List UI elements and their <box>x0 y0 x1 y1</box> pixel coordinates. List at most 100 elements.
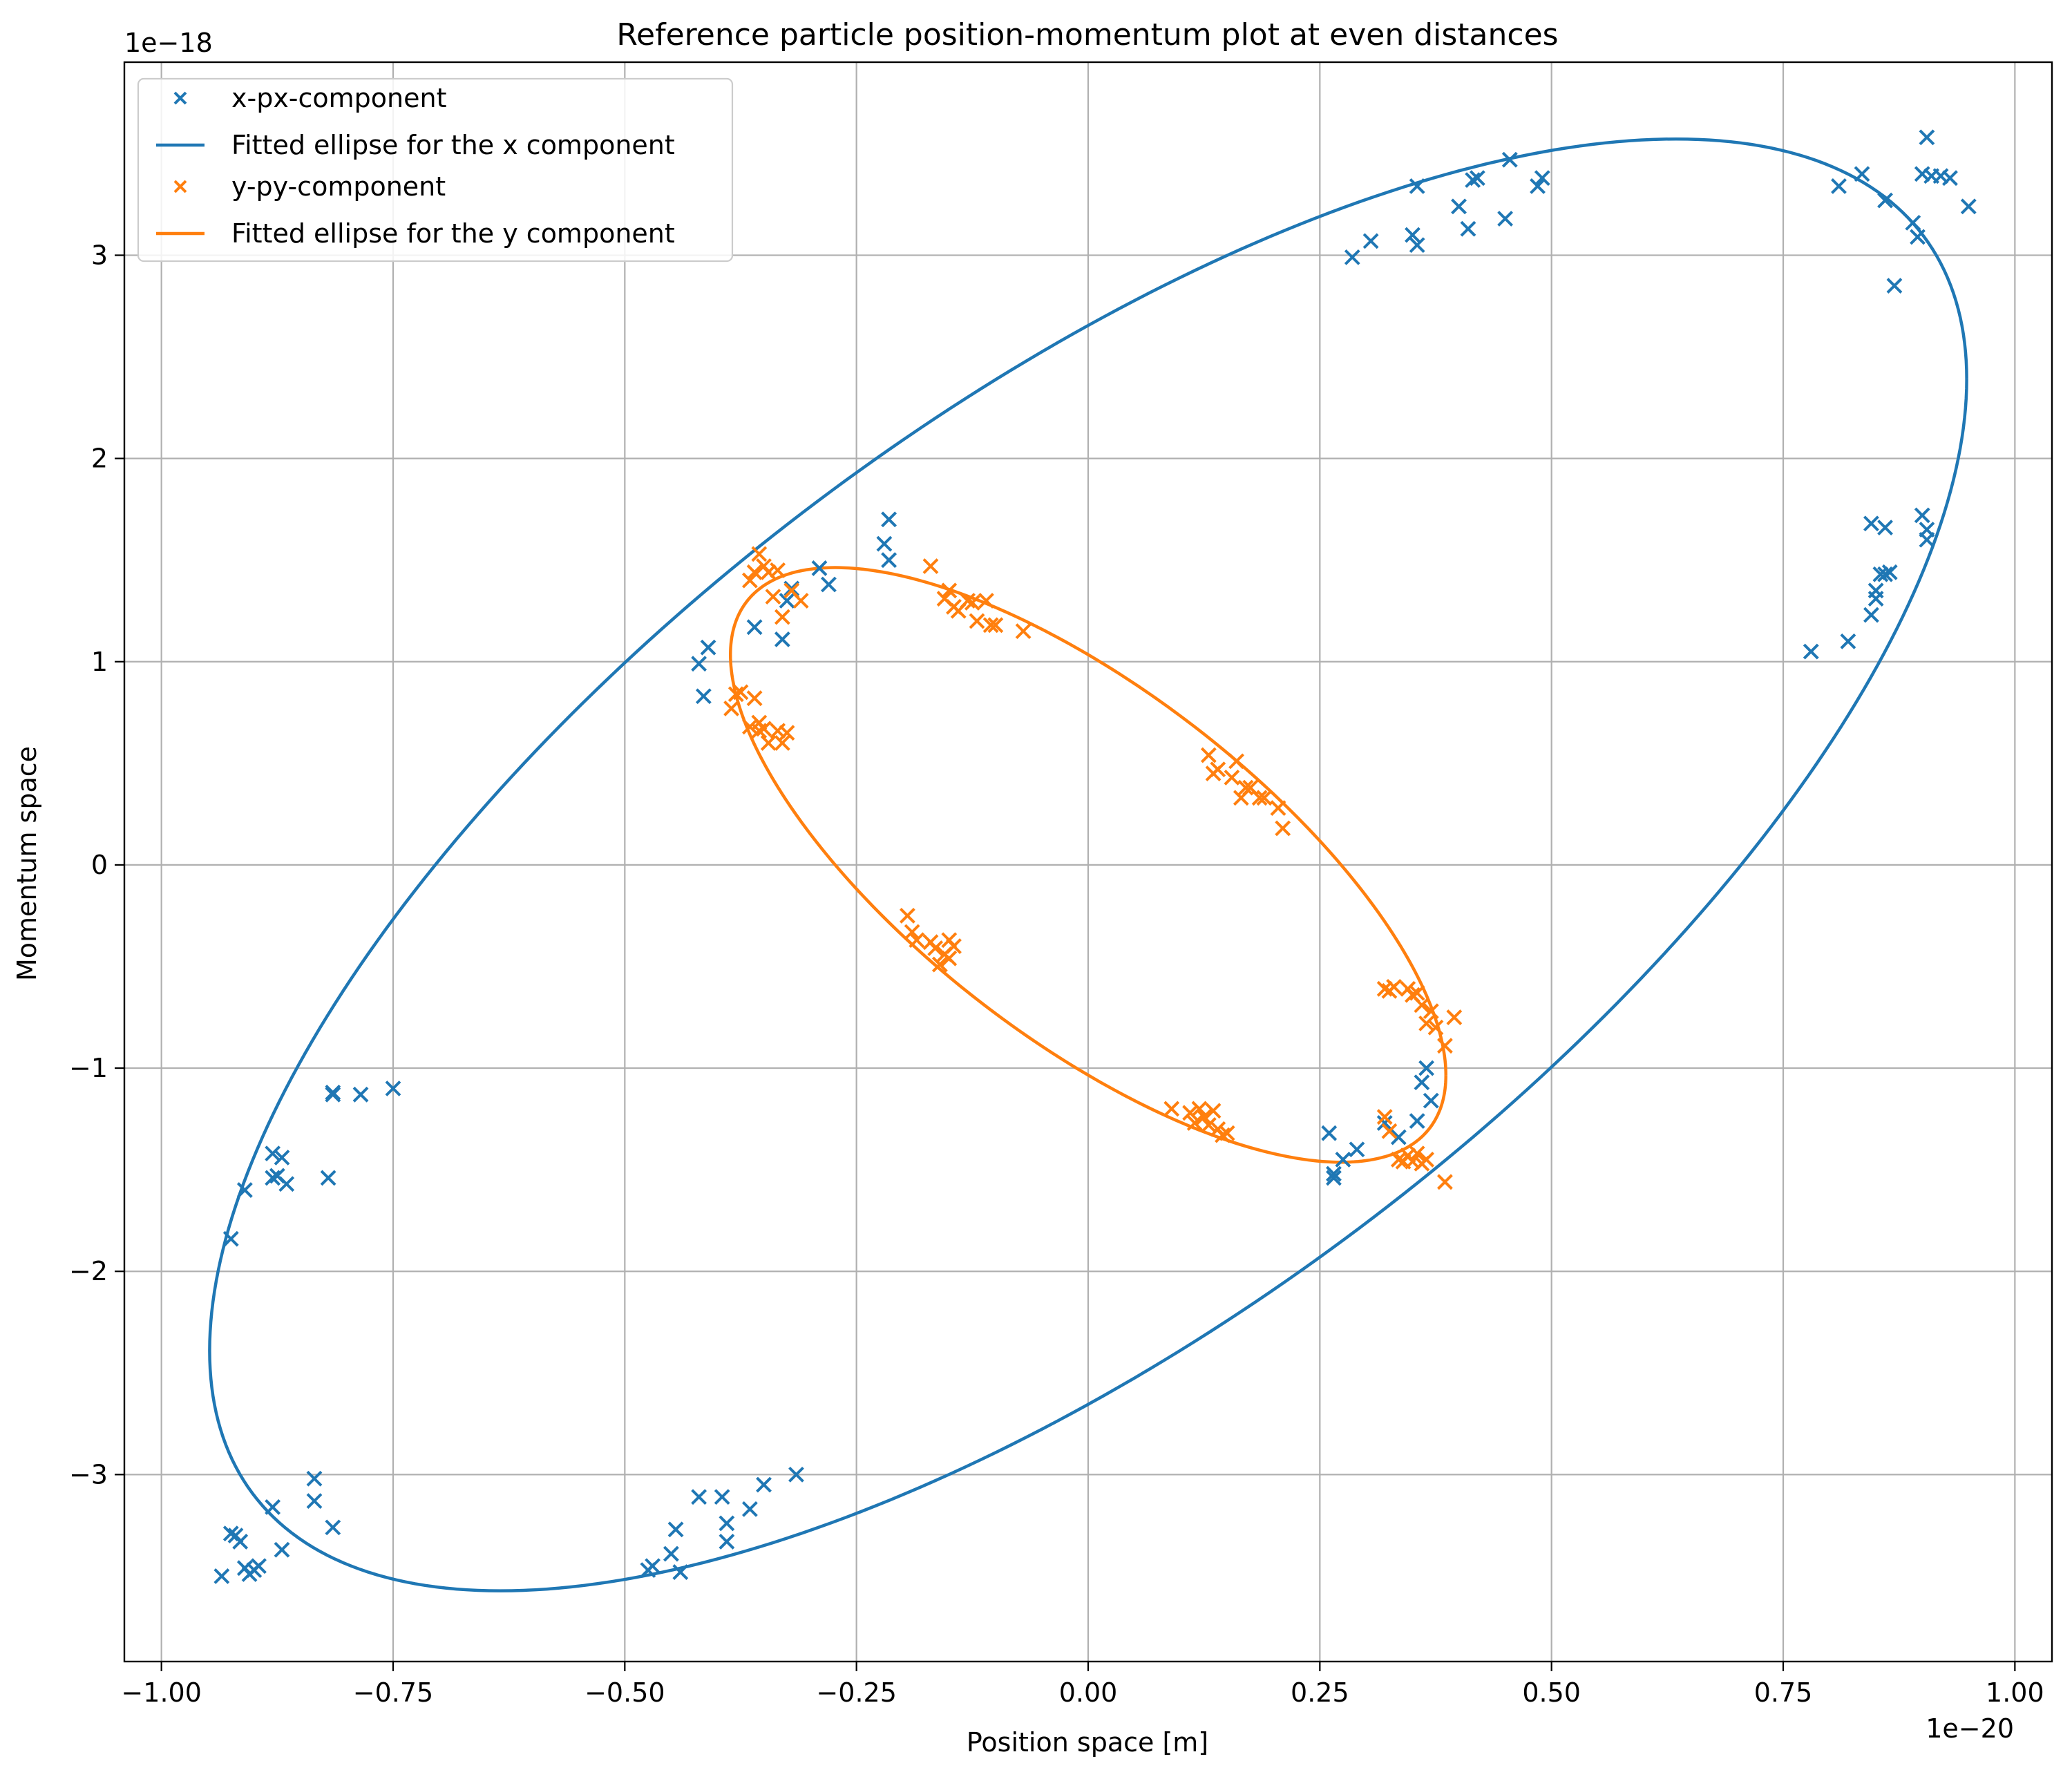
x-px-point <box>1534 170 1550 187</box>
x-px-point <box>1863 607 1879 623</box>
fitted-ellipse-y <box>728 566 1448 1164</box>
legend-marker-x-scatter <box>173 91 187 105</box>
y-py-point <box>770 562 786 578</box>
x-px-point <box>265 1145 281 1162</box>
x-px-point <box>774 631 790 647</box>
y-py-point <box>931 956 948 973</box>
y-py-point <box>904 924 920 940</box>
y-py-point <box>900 908 915 924</box>
x-px-point <box>1376 1115 1393 1131</box>
y-py-point <box>751 714 768 731</box>
y-py-point <box>760 735 777 751</box>
y-py-point <box>760 564 777 580</box>
x-px-point <box>1390 1129 1407 1145</box>
x-px-point <box>265 1499 281 1515</box>
legend-label-x-scatter: x-px-component <box>231 83 447 113</box>
x-px-point <box>213 1568 230 1584</box>
x-px-point <box>1914 166 1930 182</box>
x-px-point <box>1362 233 1379 249</box>
y-tick-label: −3 <box>69 1459 108 1490</box>
legend-label-y-ellipse: Fitted ellipse for the y component <box>231 218 675 249</box>
x-px-point <box>1910 229 1926 245</box>
x-px-point <box>1409 237 1425 254</box>
y-py-point <box>1390 1152 1407 1168</box>
x-px-point <box>1919 522 1935 537</box>
fitted-ellipse-x <box>208 137 1968 1592</box>
y-py-point <box>1437 1038 1453 1054</box>
x-px-point <box>821 576 837 593</box>
y-py-point <box>1205 1103 1222 1119</box>
y-py-point <box>1182 1105 1198 1121</box>
legend: x-px-component Fitted ellipse for the x … <box>137 77 734 263</box>
y-py-point <box>1409 1145 1425 1162</box>
y-py-point <box>1215 1127 1230 1143</box>
x-px-point <box>663 1545 679 1562</box>
x-px-point <box>1840 633 1856 649</box>
y-py-point <box>1376 1109 1393 1125</box>
x-px-point <box>278 1176 295 1192</box>
x-px-point <box>306 1470 323 1487</box>
y-py-point <box>1251 790 1268 806</box>
y-py-point <box>774 609 790 625</box>
y-py-point <box>732 684 749 701</box>
x-px-point <box>1863 515 1879 532</box>
x-px-point <box>1460 220 1476 237</box>
y-py-point <box>1418 1015 1435 1031</box>
y-py-point <box>765 589 781 605</box>
x-px-point <box>691 1489 707 1505</box>
x-px-point <box>1414 1074 1430 1091</box>
y-py-point <box>746 690 763 707</box>
y-py-point <box>1409 984 1425 1001</box>
y-axis-offset-label: 1e−18 <box>124 28 213 58</box>
x-px-point <box>236 1182 253 1198</box>
x-px-point <box>1349 1141 1365 1158</box>
x-px-point <box>788 1466 804 1483</box>
x-px-point <box>306 1493 323 1510</box>
y-py-point <box>1437 1174 1453 1190</box>
legend-box <box>137 77 734 263</box>
x-px-point <box>1321 1125 1338 1141</box>
x-tick-label: 0.50 <box>1522 1677 1581 1708</box>
x-axis-offset-label: 1e−20 <box>1926 1713 2014 1744</box>
y-tick-label: 2 <box>91 444 108 474</box>
y-py-point <box>751 546 768 562</box>
x-tick-label: 1.00 <box>1986 1677 2044 1708</box>
y-py-point <box>1256 790 1273 806</box>
y-py-point <box>741 719 758 735</box>
y-py-point <box>779 725 795 741</box>
chart-title: Reference particle position-momentum plo… <box>616 17 1558 53</box>
y-py-point <box>969 613 985 629</box>
x-px-point <box>265 1170 281 1186</box>
x-px-point <box>1905 214 1921 231</box>
x-px-point <box>1423 1092 1439 1109</box>
plot-area <box>208 129 1977 1592</box>
x-px-point <box>1942 170 1958 187</box>
x-px-point <box>1335 1152 1351 1168</box>
x-px-point <box>1465 172 1481 189</box>
y-py-point <box>1275 820 1291 837</box>
y-py-point <box>1386 978 1403 995</box>
x-px-point <box>1854 166 1870 182</box>
x-px-point <box>741 1501 758 1517</box>
x-px-point <box>881 511 897 528</box>
x-px-point <box>1932 168 1949 184</box>
legend-item-y-scatter: y-py-component <box>173 171 446 202</box>
legend-marker-y-scatter <box>173 180 187 193</box>
y-tick-label: −2 <box>69 1256 108 1286</box>
x-px-point <box>1919 129 1935 146</box>
x-px-point <box>1803 643 1819 660</box>
x-px-point <box>1405 227 1420 243</box>
x-px-point <box>811 560 828 576</box>
y-py-point <box>946 938 962 954</box>
x-tick-label: −1.00 <box>121 1677 201 1708</box>
x-px-point <box>1469 170 1485 187</box>
y-py-point <box>960 593 976 609</box>
x-px-point <box>1867 582 1884 599</box>
y-py-point <box>987 617 1004 634</box>
x-px-point <box>719 1534 735 1550</box>
x-px-point <box>1914 507 1930 524</box>
y-py-point <box>1427 1019 1444 1036</box>
y-py-point <box>1200 747 1217 763</box>
y-py-point <box>964 595 980 611</box>
